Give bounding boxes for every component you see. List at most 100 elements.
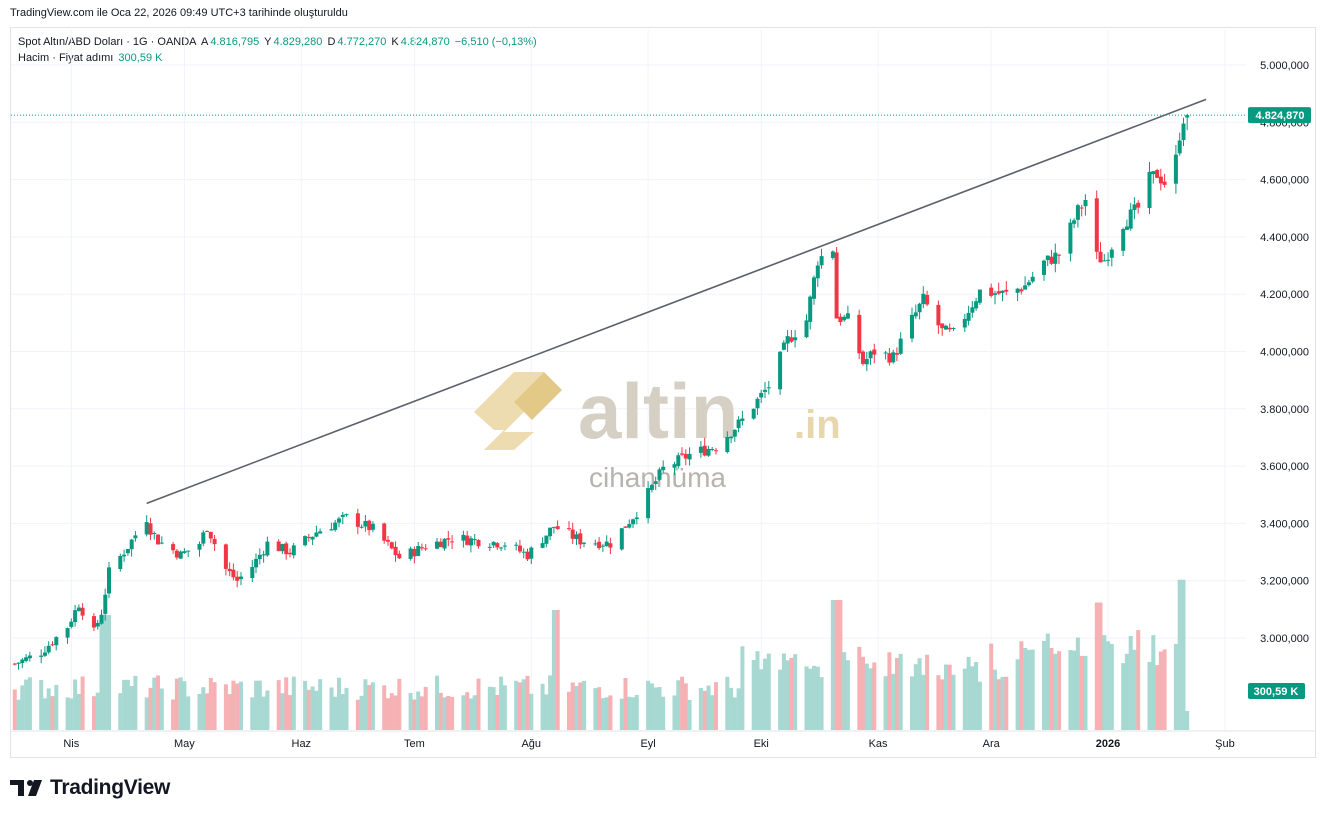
volume-bar bbox=[491, 687, 496, 730]
volume-bar bbox=[891, 673, 896, 730]
candle-body bbox=[804, 320, 809, 338]
volume-bar bbox=[895, 658, 899, 730]
candle-body bbox=[389, 542, 394, 549]
candle-body bbox=[1158, 176, 1163, 184]
candle-body bbox=[125, 549, 130, 554]
candle-body bbox=[766, 387, 771, 389]
volume-bar bbox=[12, 689, 17, 730]
volume-bar bbox=[54, 685, 59, 730]
chart-frame bbox=[10, 27, 1316, 758]
volume-bar bbox=[306, 689, 311, 730]
volume-bar bbox=[778, 669, 783, 730]
candle-body bbox=[698, 446, 703, 453]
volume-bar bbox=[736, 688, 741, 730]
candle-body bbox=[582, 542, 587, 544]
candle-body bbox=[551, 526, 556, 528]
candle-body bbox=[970, 307, 975, 313]
volume-bar bbox=[861, 656, 865, 730]
volume-bar bbox=[627, 696, 632, 730]
volume-bar bbox=[69, 698, 74, 730]
candle-body bbox=[472, 539, 477, 541]
volume-bar bbox=[291, 676, 296, 730]
volume-label[interactable]: Hacim · Fiyat adımı bbox=[18, 52, 114, 64]
candle-body bbox=[502, 545, 507, 547]
candle-body bbox=[201, 532, 206, 544]
candle-body bbox=[608, 543, 613, 548]
candle-body bbox=[812, 277, 816, 299]
y-tick-label: 5.000,000 bbox=[1260, 60, 1309, 72]
candle-body bbox=[122, 554, 127, 557]
volume-bar bbox=[966, 656, 971, 730]
volume-bar bbox=[438, 692, 443, 730]
candle-body bbox=[732, 429, 737, 437]
volume-bar bbox=[962, 668, 967, 730]
volume-bar bbox=[921, 674, 926, 730]
candle-body bbox=[781, 342, 786, 350]
candle-body bbox=[544, 535, 549, 544]
y-tick-label: 3.000,000 bbox=[1260, 633, 1309, 645]
volume-bar bbox=[1106, 641, 1111, 730]
last-price-badge bbox=[1248, 107, 1311, 124]
volume-bar bbox=[936, 675, 941, 730]
candle-body bbox=[80, 607, 85, 616]
volume-bar bbox=[476, 678, 481, 730]
low-label: D bbox=[327, 36, 336, 48]
volume-bar bbox=[495, 695, 500, 730]
watermark: altin .in cihannüma bbox=[474, 367, 841, 493]
volume-bar bbox=[186, 696, 191, 730]
close-label: K bbox=[391, 36, 399, 48]
candle-body bbox=[868, 351, 873, 359]
volume-bar bbox=[423, 686, 428, 730]
x-tick-label: May bbox=[174, 738, 195, 750]
candle-body bbox=[1068, 222, 1073, 254]
candle-body bbox=[254, 558, 259, 568]
symbol-label[interactable]: Spot Altın/ABD Doları · 1G · OANDA bbox=[18, 36, 197, 48]
volume-bar bbox=[408, 693, 413, 730]
candle-body bbox=[1023, 285, 1028, 290]
candle-body bbox=[306, 536, 311, 538]
candle-body bbox=[495, 543, 500, 548]
volume-bar bbox=[977, 681, 982, 730]
volume-bar bbox=[205, 693, 210, 730]
volume-bar bbox=[1147, 661, 1152, 730]
candle-body bbox=[118, 556, 123, 569]
volume-bar bbox=[1015, 659, 1020, 730]
candle-body bbox=[423, 548, 428, 550]
candle-body bbox=[1128, 209, 1133, 229]
tradingview-logo[interactable]: TradingView bbox=[10, 776, 170, 800]
y-tick-label: 3.400,000 bbox=[1260, 518, 1309, 530]
y-tick-label: 4.000,000 bbox=[1260, 347, 1309, 359]
volume-bar bbox=[925, 654, 930, 730]
x-tick-label: Ağu bbox=[521, 738, 541, 750]
volume-bar bbox=[239, 681, 243, 730]
volume-bar bbox=[676, 680, 681, 730]
volume-bar bbox=[970, 666, 975, 730]
candle-body bbox=[1015, 288, 1020, 293]
volume-bar bbox=[1079, 655, 1084, 730]
volume-bar bbox=[43, 698, 47, 730]
volume-bar bbox=[944, 664, 948, 730]
volume-bar bbox=[446, 696, 451, 730]
candle-body bbox=[43, 652, 47, 656]
volume-bar bbox=[65, 697, 70, 730]
volume-bar bbox=[318, 679, 323, 730]
candle-body bbox=[702, 445, 707, 456]
volume-bar bbox=[212, 682, 217, 730]
volume-bar bbox=[73, 679, 78, 730]
candle-body bbox=[529, 547, 534, 559]
candle-body bbox=[92, 616, 96, 628]
volume-bar bbox=[1162, 649, 1167, 730]
volume-bar bbox=[152, 677, 157, 730]
y-tick-label: 4.200,000 bbox=[1260, 289, 1309, 301]
volume-bar bbox=[412, 699, 417, 730]
candle-body bbox=[649, 484, 654, 490]
candle-body bbox=[597, 541, 602, 549]
candle-body bbox=[280, 544, 285, 552]
volume-bar bbox=[107, 615, 111, 730]
candle-body bbox=[186, 550, 191, 552]
volume-bar bbox=[732, 697, 737, 730]
candle-body bbox=[657, 469, 662, 480]
volume-bar bbox=[989, 643, 994, 730]
volume-bar bbox=[857, 646, 862, 730]
